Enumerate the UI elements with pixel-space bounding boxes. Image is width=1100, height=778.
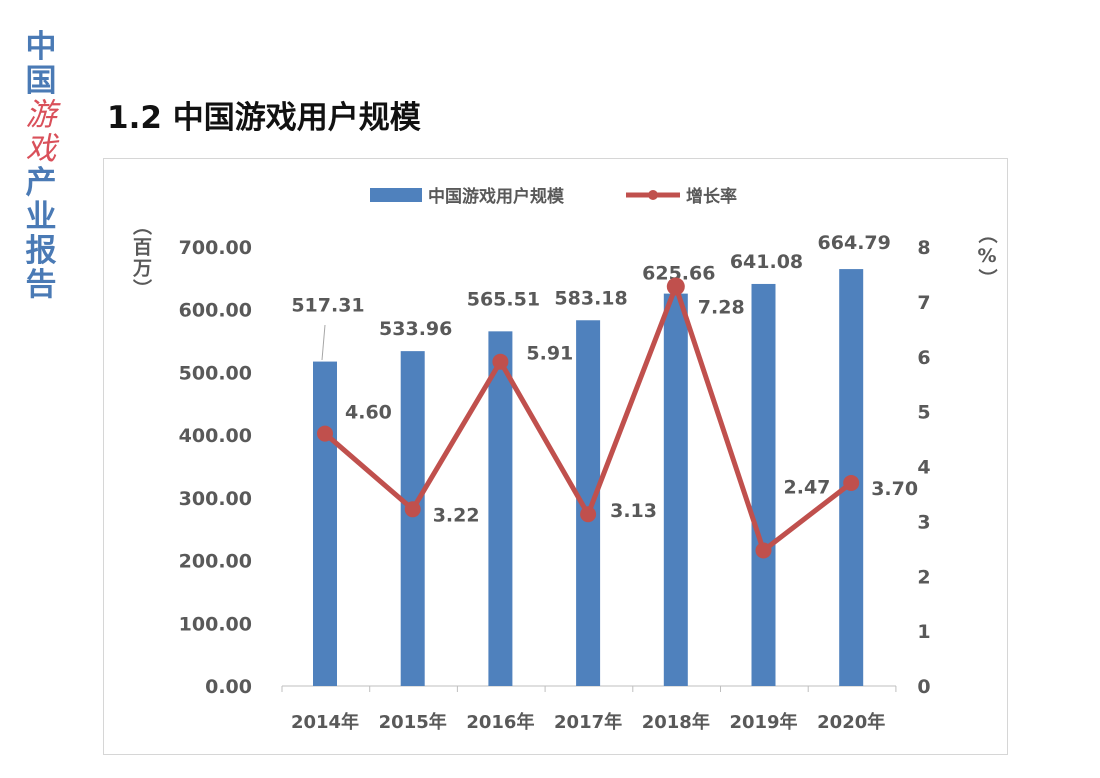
right-tick-label: 6 (917, 347, 930, 369)
right-tick-label: 8 (917, 237, 930, 259)
growth-rate-label: 7.28 (698, 297, 745, 319)
x-tick-label: 2020年 (817, 711, 885, 733)
right-tick-label: 5 (917, 402, 930, 424)
bar-value-label: 517.31 (291, 295, 364, 317)
side-title-char: 报 (25, 233, 57, 269)
right-tick-label: 0 (917, 676, 930, 698)
bar-2019年 (751, 283, 776, 686)
x-tick-label: 2015年 (379, 711, 447, 733)
leader-line (321, 324, 326, 361)
growth-rate-label: 5.91 (526, 343, 573, 365)
x-tick-label: 2016年 (466, 711, 534, 733)
legend-line-marker (648, 190, 658, 200)
left-tick-label: 200.00 (179, 551, 252, 573)
bar-2015年 (400, 351, 425, 686)
left-tick-label: 700.00 (179, 237, 252, 259)
bar-value-label: 625.66 (642, 263, 715, 285)
bar-value-label: 641.08 (730, 251, 803, 273)
left-tick-label: 100.00 (179, 613, 252, 635)
growth-rate-point (492, 353, 509, 370)
x-tick-label: 2019年 (729, 711, 797, 733)
right-tick-label: 7 (917, 292, 930, 314)
growth-rate-label: 2.47 (784, 476, 831, 498)
bar-2016年 (488, 331, 513, 686)
right-tick-label: 4 (917, 457, 930, 479)
side-title-char: 游 (25, 97, 57, 133)
left-tick-label: 300.00 (179, 488, 252, 510)
side-title: 中国游戏产业报告 (24, 30, 58, 302)
right-axis-label-char: % (977, 245, 996, 267)
growth-rate-point (404, 501, 421, 518)
growth-rate-label: 3.22 (433, 504, 480, 526)
left-tick-label: 0.00 (205, 676, 252, 698)
x-tick-label: 2018年 (642, 711, 710, 733)
growth-rate-point (843, 474, 860, 491)
side-title-char: 国 (25, 63, 57, 99)
page-title: 1.2 中国游戏用户规模 (107, 100, 421, 136)
right-axis-label-char: ） (976, 268, 999, 287)
growth-rate-point (317, 425, 333, 442)
right-axis-label-char: （ (976, 224, 999, 243)
left-tick-label: 400.00 (179, 425, 252, 447)
growth-rate-point (666, 277, 685, 296)
legend-bar-swatch (370, 188, 422, 202)
right-tick-label: 2 (917, 566, 930, 588)
bar-value-label: 565.51 (467, 288, 540, 310)
legend-bar-label: 中国游戏用户规模 (428, 186, 565, 207)
left-axis-label: （百万） (130, 216, 152, 300)
left-tick-label: 500.00 (179, 362, 252, 384)
legend-line-label: 增长率 (686, 186, 737, 207)
growth-rate-label: 3.13 (610, 500, 657, 522)
left-tick-label: 600.00 (179, 300, 252, 322)
bar-2018年 (663, 293, 688, 686)
side-title-char: 告 (25, 267, 57, 303)
right-tick-label: 3 (917, 511, 930, 533)
side-title-char: 中 (25, 29, 57, 65)
growth-rate-point (580, 506, 597, 523)
right-tick-label: 1 (917, 621, 930, 643)
bar-2014年 (313, 361, 337, 686)
side-title-char: 业 (25, 199, 57, 235)
side-title-char: 戏 (25, 131, 57, 167)
x-tick-label: 2017年 (554, 711, 622, 733)
bar-value-label: 533.96 (379, 318, 452, 340)
side-title-char: 产 (25, 165, 57, 201)
growth-rate-label: 4.60 (345, 402, 392, 424)
growth-rate-label: 3.70 (871, 478, 918, 500)
bar-value-label: 664.79 (818, 232, 891, 254)
bar-value-label: 583.18 (554, 287, 627, 309)
growth-rate-point (755, 542, 772, 559)
x-tick-label: 2014年 (291, 711, 359, 733)
chart-frame (103, 158, 1008, 755)
